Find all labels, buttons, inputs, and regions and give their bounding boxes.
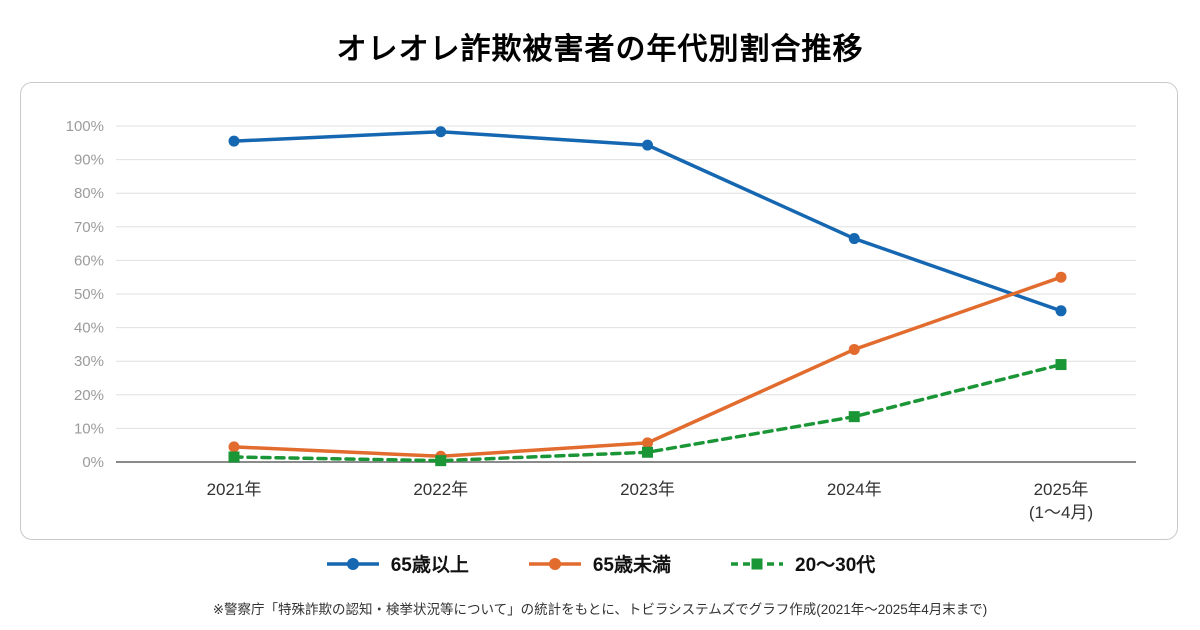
y-tick-label: 40% xyxy=(74,320,104,337)
legend-item-2: 20〜30代 xyxy=(729,550,875,577)
data-point xyxy=(228,135,240,147)
legend-label: 65歳以上 xyxy=(390,555,469,576)
data-point xyxy=(435,126,447,138)
y-tick-label: 80% xyxy=(74,185,104,202)
x-tick-label: 2024年 xyxy=(827,480,882,499)
chart-panel: 0% 10% 20% 30% 40% 50% 60% 70% 80% 90% 100% 2021年 20… xyxy=(20,82,1178,540)
x-tick-label: 2021年 xyxy=(207,480,262,499)
y-tick-label: 100% xyxy=(66,118,104,135)
data-point xyxy=(1055,271,1067,283)
data-point xyxy=(228,441,240,453)
data-point xyxy=(848,343,860,355)
chart-title: オレオレ詐欺被害者の年代別割合推移 xyxy=(336,33,864,66)
square-marker-icon xyxy=(731,558,783,569)
y-tick-label: 60% xyxy=(74,252,104,269)
x-tick-label: 2022年 xyxy=(413,480,468,499)
data-point xyxy=(1055,359,1067,371)
circle-marker-icon xyxy=(528,557,581,570)
data-point xyxy=(848,233,860,245)
y-tick-label: 90% xyxy=(74,152,104,169)
source-note: ※警察庁「特殊詐欺の認知・検挙状況等について」の統計をもとに、トビラシステムズで… xyxy=(212,602,988,617)
y-tick-label: 50% xyxy=(74,286,104,303)
chart-legend: 65歳以上 65歳未満 20〜30代 xyxy=(0,550,1200,577)
x-tick-label: 2025年(1〜4月) xyxy=(1029,480,1093,522)
data-point xyxy=(435,455,447,467)
line-chart: 0% 10% 20% 30% 40% 50% 60% 70% 80% 90% 100% 2021年 20… xyxy=(66,118,1136,522)
y-tick-label: 30% xyxy=(74,353,104,370)
legend-item-1: 65歳未満 xyxy=(527,550,671,577)
data-point xyxy=(642,139,653,151)
circle-marker-icon xyxy=(326,557,379,570)
series-line-1 xyxy=(232,275,1063,459)
series-line-0 xyxy=(232,129,1063,313)
legend-item-0: 65歳以上 xyxy=(325,550,469,577)
data-point xyxy=(642,437,653,449)
y-tick-label: 0% xyxy=(82,454,104,471)
x-tick-label: 2023年 xyxy=(620,480,675,499)
y-tick-label: 10% xyxy=(74,420,104,437)
y-tick-label: 20% xyxy=(74,387,104,404)
y-tick-label: 70% xyxy=(74,219,104,236)
data-point xyxy=(642,446,653,458)
data-point xyxy=(228,451,240,463)
legend-label: 20〜30代 xyxy=(795,555,876,576)
legend-label: 65歳未満 xyxy=(592,555,671,576)
data-point xyxy=(848,411,860,423)
data-point xyxy=(1055,305,1067,317)
